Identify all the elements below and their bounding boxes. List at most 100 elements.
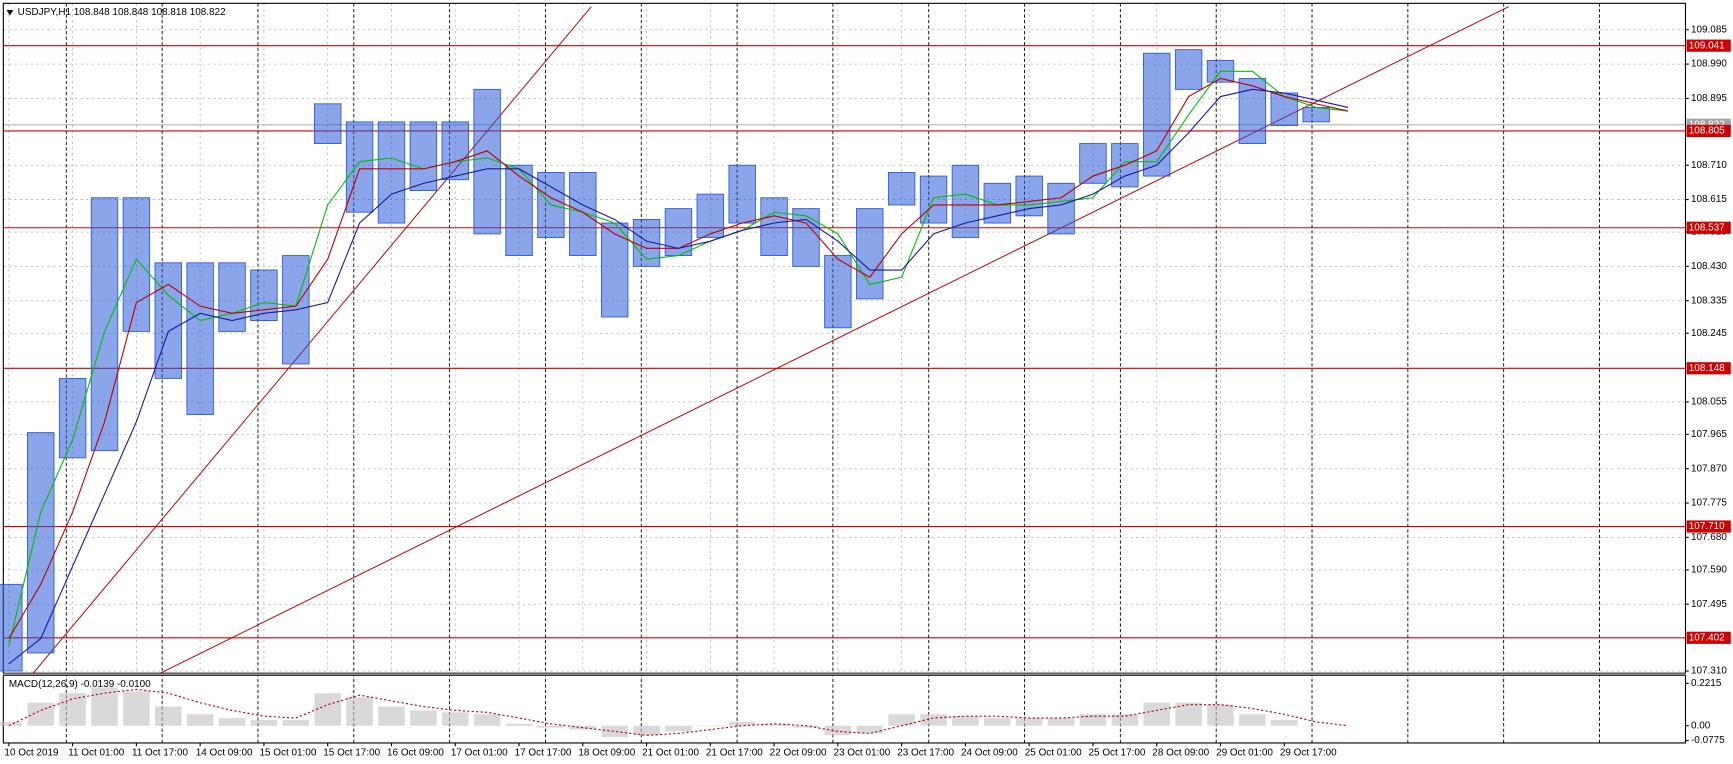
y-tick-label: 107.775: [1691, 498, 1727, 509]
macd-bar: [250, 719, 278, 726]
macd-signal: [8, 688, 1349, 736]
x-tick-label: 25 Oct 17:00: [1089, 748, 1146, 759]
macd-title: MACD(12,26,9) -0.0139 -0.0100: [9, 679, 151, 690]
price-bar: [569, 172, 597, 257]
price-bar: [409, 121, 438, 191]
macd-bar: [920, 714, 947, 726]
price-bar: [887, 172, 916, 206]
macd-bar: [441, 712, 469, 726]
price-bar: [856, 208, 884, 300]
x-tick-label: 28 Oct 09:00: [1152, 748, 1209, 759]
price-bar: [600, 222, 629, 318]
x-tick-label: 10 Oct 2019: [4, 748, 59, 759]
y-tick-label: 108.615: [1691, 194, 1727, 205]
macd-bar: [346, 697, 373, 726]
x-tick-label: 21 Oct 17:00: [706, 748, 763, 759]
price-bar: [186, 262, 214, 415]
price-bar: [1174, 49, 1203, 90]
macd-bar: [1175, 702, 1202, 726]
macd-bar: [1143, 702, 1170, 726]
price-bar: [27, 432, 55, 654]
x-tick-label: 15 Oct 17:00: [323, 748, 380, 759]
price-bar: [1143, 52, 1171, 177]
x-tick-label: 15 Oct 01:00: [260, 748, 317, 759]
price-bar: [983, 182, 1012, 224]
macd-bar: [0, 721, 23, 726]
price-bar: [441, 121, 469, 181]
price-bar: [313, 103, 342, 145]
level-label: 108.805: [1689, 126, 1725, 137]
level-label: 109.041: [1689, 40, 1725, 51]
level-label: 108.537: [1689, 222, 1725, 233]
level-label: 108.148: [1689, 363, 1725, 374]
macd-bar: [856, 725, 884, 734]
macd-bar: [633, 725, 660, 736]
x-tick-label: 11 Oct 17:00: [132, 748, 189, 759]
macd-bar: [1207, 704, 1234, 726]
x-tick-label: 22 Oct 09:00: [770, 748, 827, 759]
y-tick-label: 107.590: [1691, 564, 1727, 575]
price-bar: [58, 377, 87, 459]
macd-y-tick-label: 0.2215: [1691, 678, 1722, 689]
price-bar: [122, 197, 151, 332]
macd-y-tick-label: 0.00: [1691, 720, 1711, 731]
x-tick-label: 23 Oct 01:00: [833, 748, 890, 759]
y-tick-label: 108.895: [1691, 93, 1727, 104]
x-tick-label: 11 Oct 01:00: [68, 748, 125, 759]
level-label: 107.710: [1689, 521, 1725, 532]
y-tick-label: 108.245: [1691, 328, 1727, 339]
level-label-bg: [1686, 39, 1731, 52]
macd-bar: [186, 714, 214, 726]
y-tick-label: 107.965: [1691, 429, 1727, 440]
level-label-bg: [1686, 124, 1731, 138]
y-tick-label: 107.310: [1691, 666, 1727, 677]
y-tick-label: 108.990: [1691, 59, 1727, 70]
macd-bar: [155, 706, 182, 726]
x-tick-label: 17 Oct 01:00: [451, 748, 508, 759]
y-tick-label: 108.430: [1691, 261, 1727, 272]
macd-bar: [314, 693, 341, 726]
macd-bar: [91, 687, 118, 726]
y-tick-label: 108.055: [1691, 397, 1727, 408]
price-bar: [90, 197, 119, 452]
x-tick-label: 29 Oct 01:00: [1216, 748, 1273, 759]
level-label-bg: [1686, 221, 1731, 234]
macd-bar: [378, 706, 405, 726]
level-label-bg: [1686, 362, 1731, 375]
price-bar: [792, 208, 820, 267]
macd-bar: [697, 725, 724, 727]
macd-bar: [410, 710, 437, 726]
macd-bar: [665, 725, 692, 732]
macd-bar: [792, 725, 820, 728]
price-bar: [1079, 143, 1107, 184]
macd-bar: [601, 725, 628, 738]
macd-bar: [952, 716, 979, 726]
level-label: 107.402: [1689, 632, 1725, 643]
price-bar: [728, 164, 756, 224]
level-label-bg: [1686, 520, 1731, 533]
macd-bar: [505, 723, 533, 726]
macd-bar: [984, 718, 1011, 726]
macd-bar: [218, 718, 246, 726]
x-tick-label: 21 Oct 01:00: [642, 748, 699, 759]
price-bar: [824, 255, 852, 329]
price-bar: [218, 262, 246, 332]
macd-bar: [123, 691, 150, 726]
x-tick-label: 24 Oct 09:00: [961, 748, 1018, 759]
price-bar: [0, 583, 23, 672]
macd-bar: [537, 725, 565, 728]
menu-triangle: [6, 9, 14, 16]
macd-bar: [1239, 714, 1266, 726]
price-bar: [505, 164, 533, 257]
axis-panel: [1685, 0, 1733, 764]
y-tick-label: 107.495: [1691, 599, 1727, 610]
y-tick-label: 107.870: [1691, 463, 1727, 474]
price-bar: [664, 208, 693, 257]
macd-y-tick-label: -0.0775: [1691, 735, 1725, 746]
macd-bar: [59, 693, 86, 726]
price-bar: [154, 262, 182, 379]
price-bar: [919, 175, 948, 224]
macd-bar: [824, 725, 852, 736]
macd-bar: [1271, 719, 1298, 726]
